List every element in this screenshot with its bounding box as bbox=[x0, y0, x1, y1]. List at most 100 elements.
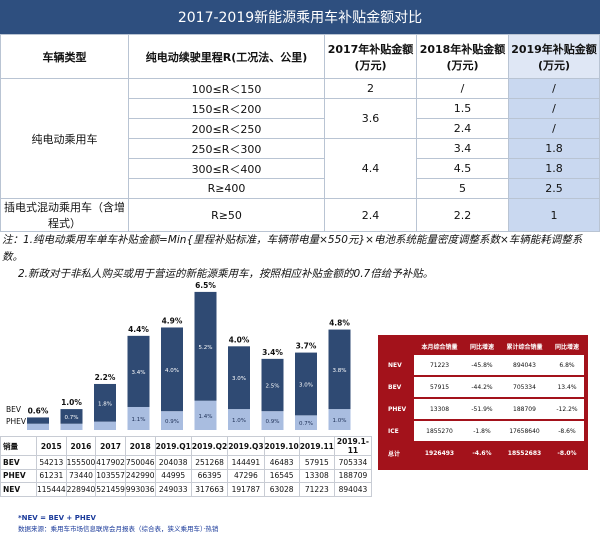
value-cell: 750046 bbox=[124, 455, 156, 470]
red-header-blank bbox=[384, 340, 414, 355]
phev-data-label: 1.1% bbox=[132, 417, 146, 423]
y2019-cell: 1.8 bbox=[508, 138, 600, 159]
y2017-cell: 2 bbox=[324, 78, 417, 99]
value-cell: 317663 bbox=[190, 482, 229, 497]
period-cell: 2019.Q3 bbox=[227, 436, 265, 456]
value-cell: 417902 bbox=[95, 455, 126, 470]
value-cell: 705334 bbox=[333, 455, 373, 470]
value-cell: 251268 bbox=[190, 455, 229, 470]
header-2017: 2017年补贴金额 (万元) bbox=[324, 34, 417, 79]
value-cell: 66395 bbox=[190, 468, 229, 483]
red-header-cell: 本月综合销量 bbox=[414, 340, 465, 355]
bev-data-label: 3.4% bbox=[132, 370, 146, 376]
bev-data-label: 3.0% bbox=[299, 382, 313, 388]
y2017-cell: 2.4 bbox=[324, 198, 417, 232]
value-cell: 191787 bbox=[227, 482, 265, 497]
legend-phev-label: PHEV bbox=[6, 417, 27, 426]
phev-data-label: 0.9% bbox=[266, 419, 280, 425]
red-value-cell: 894043 bbox=[498, 354, 550, 377]
legend-bev-label: BEV bbox=[6, 405, 22, 414]
total-label: 6.5% bbox=[195, 281, 216, 290]
red-value-cell: 17658640 bbox=[498, 420, 550, 443]
red-value-cell: 13308 bbox=[414, 398, 465, 421]
range-cell: 200≤R＜250 bbox=[128, 118, 325, 139]
row-label: PHEV bbox=[0, 468, 37, 483]
y2019-cell: / bbox=[508, 98, 600, 119]
total-label: 4.0% bbox=[229, 335, 250, 344]
period-cell: 2018 bbox=[124, 436, 156, 456]
phev-data-label: 0.9% bbox=[165, 419, 179, 425]
red-value-cell: -8.6% bbox=[549, 420, 584, 443]
phev-data-label: 1.0% bbox=[333, 418, 347, 424]
bev-data-label: 2.5% bbox=[266, 384, 280, 390]
bev-data-label: 5.2% bbox=[199, 345, 213, 351]
red-row-label: PHEV bbox=[384, 398, 414, 421]
y2018-cell: 4.5 bbox=[416, 158, 509, 179]
subsidy-row: R≥400 5 2.5 bbox=[1, 178, 600, 199]
sales-row-phev: PHEV 61231 73440 103557 242990 44995 663… bbox=[0, 468, 373, 483]
y2019-cell: / bbox=[508, 118, 600, 139]
value-cell: 894043 bbox=[333, 482, 373, 497]
subsidy-header-row: 车辆类型 纯电动续驶里程R(工况法、公里) 2017年补贴金额 (万元) 201… bbox=[0, 34, 600, 79]
value-cell: 71223 bbox=[298, 482, 335, 497]
range-cell: R≥50 bbox=[128, 198, 325, 232]
period-cell: 2019.Q2 bbox=[190, 436, 229, 456]
total-label: 4.4% bbox=[128, 325, 149, 334]
red-row: ICE 1855270 -1.8% 17658640 -8.6% bbox=[384, 420, 584, 443]
bev-data-label: 4.0% bbox=[165, 368, 179, 374]
value-cell: 44995 bbox=[154, 468, 192, 483]
sales-header-row: 销量 2015 2016 2017 2018 2019.Q1 2019.Q2 2… bbox=[0, 436, 373, 456]
total-label: 4.9% bbox=[162, 316, 183, 325]
total-label: 2.2% bbox=[95, 373, 116, 382]
header-2018: 2018年补贴金额 (万元) bbox=[416, 34, 509, 79]
y2019-cell: 1.8 bbox=[508, 158, 600, 179]
red-row-label: 总计 bbox=[384, 442, 414, 465]
red-value-cell: -44.2% bbox=[464, 376, 499, 399]
red-value-cell: 705334 bbox=[498, 376, 550, 399]
range-cell: R≥400 bbox=[128, 178, 325, 199]
bev-type-cell: 纯电动乘用车 bbox=[0, 78, 129, 199]
subsidy-row: 纯电动乘用车 100≤R＜150 2 / / bbox=[0, 78, 600, 199]
page-title: 2017-2019新能源乘用车补贴金额对比 bbox=[0, 0, 600, 34]
header-range: 纯电动续驶里程R(工况法、公里) bbox=[128, 34, 325, 79]
bev-bar bbox=[228, 346, 250, 410]
subsidy-row: 250≤R＜300 4.4 3.4 1.8 bbox=[1, 138, 600, 199]
y2018-cell: 5 bbox=[416, 178, 509, 199]
phev-data-label: 0.7% bbox=[299, 421, 313, 427]
bev-bar bbox=[60, 409, 83, 424]
period-cell: 2019.10 bbox=[263, 436, 300, 456]
red-value-cell: -45.8% bbox=[464, 354, 499, 377]
sales-header-label: 销量 bbox=[0, 436, 37, 456]
period-cell: 2015 bbox=[36, 436, 67, 456]
red-summary-table: 本月综合销量 同比增速 累计综合销量 同比增速 NEV 71223 -45.8%… bbox=[384, 340, 584, 465]
red-header-cell: 累计综合销量 bbox=[498, 340, 550, 355]
red-value-cell: 1855270 bbox=[414, 420, 465, 443]
value-cell: 188709 bbox=[333, 468, 373, 483]
range-cell: 100≤R＜150 bbox=[128, 78, 325, 99]
red-value-cell: 71223 bbox=[414, 354, 465, 377]
subsidy-row: 200≤R＜250 2.4 / bbox=[1, 118, 600, 139]
value-cell: 204038 bbox=[154, 455, 192, 470]
bev-bar bbox=[328, 329, 351, 410]
bev-data-label: 1.8% bbox=[98, 401, 112, 407]
red-header-row: 本月综合销量 同比增速 累计综合销量 同比增速 bbox=[384, 340, 584, 355]
red-value-cell: -12.2% bbox=[549, 398, 584, 421]
phev-bar bbox=[27, 423, 49, 430]
phev-bar bbox=[295, 415, 317, 430]
y2017-cell: 4.4 bbox=[324, 138, 417, 199]
red-row: NEV 71223 -45.8% 894043 6.8% bbox=[384, 354, 584, 377]
red-value-cell: 57915 bbox=[414, 376, 465, 399]
phev-bar bbox=[261, 411, 284, 430]
range-cell: 300≤R＜400 bbox=[128, 158, 325, 179]
phev-bar bbox=[127, 406, 150, 430]
note-2: 2.新政对于非私人购买或用于营运的新能源乘用车，按照相应补贴金额的0.7倍给予补… bbox=[18, 268, 434, 280]
phev-bar bbox=[194, 400, 217, 430]
period-cell: 2019.1-11 bbox=[333, 436, 373, 456]
header-2019: 2019年补贴金额 (万元) bbox=[508, 34, 600, 79]
notes: 注：1.纯电动乘用车单车补贴金额=Min{里程补贴标准，车辆带电量×550元}×… bbox=[2, 232, 600, 283]
red-total-cell: -8.0% bbox=[549, 442, 584, 465]
phev-bar bbox=[228, 409, 250, 430]
value-cell: 13308 bbox=[298, 468, 335, 483]
red-total-cell: 18552683 bbox=[498, 442, 550, 465]
bev-bar bbox=[261, 358, 284, 412]
